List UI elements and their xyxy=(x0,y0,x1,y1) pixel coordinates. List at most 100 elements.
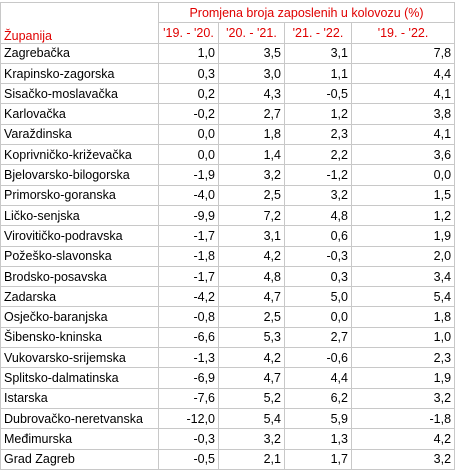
value-cell: 1,5 xyxy=(350,184,456,206)
value-cell: 1,2 xyxy=(284,103,352,125)
region-name: Bjelovarsko-bilogorska xyxy=(0,164,159,186)
value-cell: 2,7 xyxy=(218,103,285,125)
value-cell: -12,0 xyxy=(158,407,219,430)
value-cell: -1,9 xyxy=(158,164,219,186)
value-cell: 3,2 xyxy=(218,164,285,186)
value-cell: 3,6 xyxy=(350,144,456,166)
value-cell: 5,4 xyxy=(218,407,285,430)
value-cell: 0,2 xyxy=(158,83,219,105)
value-cell: 3,5 xyxy=(218,42,285,64)
region-name: Ličko-senjska xyxy=(0,204,159,227)
value-cell: 4,2 xyxy=(218,245,285,267)
value-cell: 3,2 xyxy=(350,448,456,470)
value-cell: 1,8 xyxy=(350,306,456,328)
value-cell: 7,2 xyxy=(218,204,285,227)
region-name: Vukovarsko-srijemska xyxy=(0,347,159,369)
value-cell: 0,0 xyxy=(158,123,219,146)
region-name: Koprivničko-križevačka xyxy=(0,144,159,166)
region-name: Sisačko-moslavačka xyxy=(0,83,159,105)
value-cell: 3,4 xyxy=(350,265,456,288)
value-cell: 2,5 xyxy=(218,184,285,206)
region-name: Krapinsko-zagorska xyxy=(0,62,159,85)
value-cell: 3,2 xyxy=(284,184,352,206)
value-cell: 5,2 xyxy=(218,387,285,409)
value-cell: -1,8 xyxy=(158,245,219,267)
value-cell: 4,8 xyxy=(284,204,352,227)
value-cell: 0,0 xyxy=(350,164,456,186)
value-cell: 1,9 xyxy=(350,225,456,247)
table-row: Bjelovarsko-bilogorska -1,9 3,2 -1,2 0,0 xyxy=(0,164,456,186)
value-cell: 2,3 xyxy=(350,347,456,369)
value-cell: -0,5 xyxy=(158,448,219,470)
region-name: Splitsko-dalmatinska xyxy=(0,367,159,389)
table-row: Karlovačka -0,2 2,7 1,2 3,8 xyxy=(0,103,456,125)
value-cell: -9,9 xyxy=(158,204,219,227)
value-cell: 1,7 xyxy=(284,448,352,470)
value-cell: 4,8 xyxy=(218,265,285,288)
value-cell: 2,2 xyxy=(284,144,352,166)
region-name: Istarska xyxy=(0,387,159,409)
value-cell: 2,0 xyxy=(350,245,456,267)
value-cell: 5,0 xyxy=(284,286,352,308)
value-cell: 4,3 xyxy=(218,83,285,105)
table-row: Zadarska -4,2 4,7 5,0 5,4 xyxy=(0,286,456,308)
value-cell: 1,1 xyxy=(284,62,352,85)
table-row: Brodsko-posavska -1,7 4,8 0,3 3,4 xyxy=(0,265,456,288)
value-cell: -0,6 xyxy=(284,347,352,369)
value-cell: 4,1 xyxy=(350,123,456,146)
value-cell: -7,6 xyxy=(158,387,219,409)
value-cell: 1,9 xyxy=(350,367,456,389)
value-cell: -4,0 xyxy=(158,184,219,206)
table-row: Splitsko-dalmatinska -6,9 4,7 4,4 1,9 xyxy=(0,367,456,389)
column-header: '20. - '21. xyxy=(218,22,285,44)
table-row: Vukovarsko-srijemska -1,3 4,2 -0,6 2,3 xyxy=(0,347,456,369)
region-name: Šibensko-kninska xyxy=(0,326,159,349)
table-row: Sisačko-moslavačka 0,2 4,3 -0,5 4,1 xyxy=(0,83,456,105)
value-cell: -0,2 xyxy=(158,103,219,125)
value-cell: 2,3 xyxy=(284,123,352,146)
value-cell: 0,3 xyxy=(158,62,219,85)
value-cell: 3,2 xyxy=(218,428,285,450)
table-row: Koprivničko-križevačka 0,0 1,4 2,2 3,6 xyxy=(0,144,456,166)
table-body: Zagrebačka 1,0 3,5 3,1 7,8 Krapinsko-zagorska… xyxy=(0,42,456,470)
table-row: Međimurska -0,3 3,2 1,3 4,2 xyxy=(0,428,456,450)
value-cell: 1,8 xyxy=(218,123,285,146)
value-cell: 6,2 xyxy=(284,387,352,409)
header-row: Županija Promjena broja zaposlenih u kol… xyxy=(0,1,456,44)
value-cell: -0,8 xyxy=(158,306,219,328)
value-cell: 4,4 xyxy=(350,62,456,85)
header-row: '19. - '20. '20. - '21. '21. - '22. '19. - … xyxy=(1,22,456,44)
region-name: Grad Zagreb xyxy=(0,448,159,470)
value-cell: -1,3 xyxy=(158,347,219,369)
region-name: Požeško-slavonska xyxy=(0,245,159,267)
value-cell: 0,3 xyxy=(284,265,352,288)
value-cell: -0,3 xyxy=(158,428,219,450)
table-row: Istarska -7,6 5,2 6,2 3,2 xyxy=(0,387,456,409)
value-cell: -6,9 xyxy=(158,367,219,389)
value-cell: 3,0 xyxy=(218,62,285,85)
value-cell: 1,0 xyxy=(350,326,456,349)
value-cell: 5,9 xyxy=(284,407,352,430)
value-cell: 2,7 xyxy=(284,326,352,349)
region-name: Primorsko-goranska xyxy=(0,184,159,206)
table-row: Dubrovačko-neretvanska -12,0 5,4 5,9 -1,8 xyxy=(0,407,456,430)
value-cell: 1,3 xyxy=(284,428,352,450)
value-cell: 3,2 xyxy=(350,387,456,409)
value-cell: 4,4 xyxy=(284,367,352,389)
value-cell: 1,2 xyxy=(350,204,456,227)
region-name: Zadarska xyxy=(0,286,159,308)
value-cell: 1,0 xyxy=(158,42,219,64)
table-row: Zagrebačka 1,0 3,5 3,1 7,8 xyxy=(0,42,456,64)
region-header: Županija xyxy=(0,2,159,44)
value-cell: 5,4 xyxy=(350,286,456,308)
value-cell: -4,2 xyxy=(158,286,219,308)
value-cell: 3,1 xyxy=(284,42,352,64)
value-cell: -6,6 xyxy=(158,326,219,349)
value-cell: 3,1 xyxy=(218,225,285,247)
value-cell: -0,3 xyxy=(284,245,352,267)
region-name: Virovitičko-podravska xyxy=(0,225,159,247)
value-cell: 7,8 xyxy=(350,42,456,64)
table-head: Županija Promjena broja zaposlenih u kol… xyxy=(0,1,456,44)
value-cell: 4,7 xyxy=(218,286,285,308)
